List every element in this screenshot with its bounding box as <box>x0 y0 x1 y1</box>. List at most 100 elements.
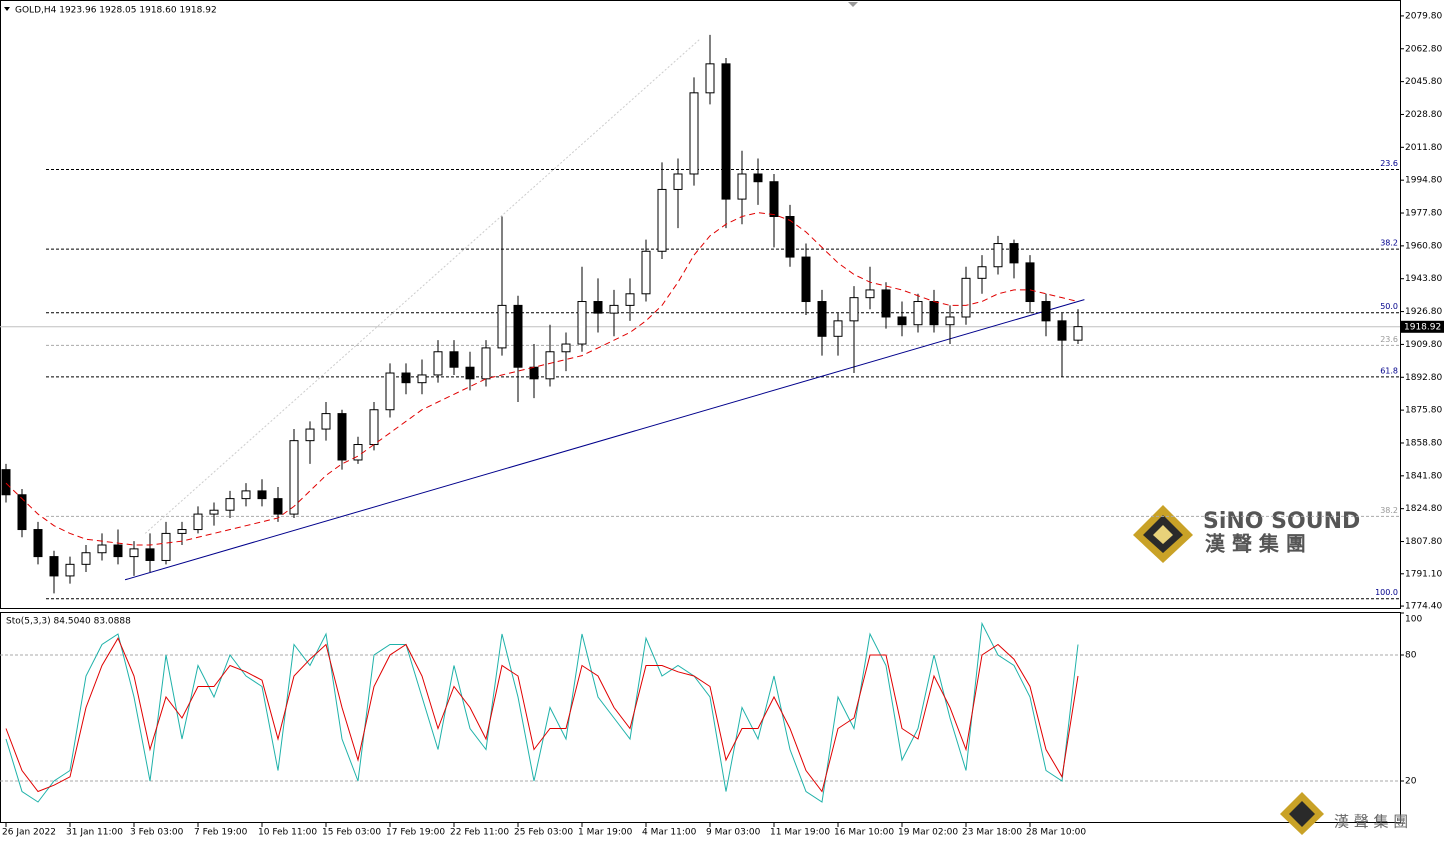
candle-body <box>161 532 171 561</box>
candle-body <box>385 372 395 411</box>
candle-body <box>1057 320 1067 341</box>
candle-body <box>689 92 699 175</box>
candle-body <box>577 301 587 345</box>
candle-body <box>609 304 619 314</box>
y-tick-label: 1943.80 <box>1405 274 1442 284</box>
candle-body <box>225 498 235 511</box>
x-tick-label: 10 Feb 11:00 <box>258 828 317 838</box>
candle-body <box>513 304 523 368</box>
y-tick-label: 2011.80 <box>1405 143 1442 153</box>
candle-body <box>209 509 219 515</box>
candle-body <box>321 413 331 430</box>
logo-name: SiNO SOUND <box>1203 509 1360 534</box>
candle-body <box>897 316 907 326</box>
candle-body <box>865 289 875 299</box>
candle-body <box>753 173 763 183</box>
y-tick-label: 1994.80 <box>1405 176 1442 186</box>
candle-body <box>945 316 955 326</box>
logo-small-text: 漢 聲 集 團 <box>1334 813 1408 831</box>
price-pane <box>0 0 1401 609</box>
y-tick-label: 80 <box>1405 651 1417 661</box>
candle-body <box>353 444 363 461</box>
candle-body <box>49 556 59 577</box>
trendline <box>144 38 701 534</box>
x-tick-label: 7 Feb 19:00 <box>194 828 248 838</box>
y-tick-label: 2062.80 <box>1405 44 1442 54</box>
y-tick-label: 1960.80 <box>1405 241 1442 251</box>
candle-body <box>1 469 11 496</box>
x-tick-label: 19 Mar 02:00 <box>898 828 958 838</box>
y-tick-label: 1858.80 <box>1405 438 1442 448</box>
candle-body <box>785 215 795 258</box>
candle-body <box>977 266 987 279</box>
moving-average <box>5 212 1079 546</box>
x-tick-label: 4 Mar 11:00 <box>642 828 697 838</box>
candle-body <box>97 544 107 554</box>
candle-body <box>401 372 411 384</box>
y-tick-label: 1977.80 <box>1405 209 1442 219</box>
x-tick-label: 25 Feb 03:00 <box>514 828 573 838</box>
candle-body <box>1025 262 1035 303</box>
candle-body <box>113 544 123 558</box>
candle-body <box>993 243 1003 268</box>
candle-body <box>369 409 379 446</box>
candle-body <box>625 293 635 306</box>
candle-body <box>929 301 939 326</box>
x-tick-label: 26 Jan 2022 <box>2 828 56 838</box>
candle-body <box>657 188 667 252</box>
stoch-title: Sto(5,3,3) 84.5040 83.0888 <box>6 617 131 627</box>
candle-body <box>849 297 859 322</box>
candle-body <box>241 490 251 500</box>
fib-label: 23.6 <box>1380 159 1398 168</box>
stoch-line <box>5 637 1079 793</box>
x-tick-label: 17 Feb 19:00 <box>386 828 445 838</box>
logo-chinese: 漢 聲 集 團 <box>1205 532 1306 556</box>
fib-label: 100.0 <box>1375 588 1398 597</box>
candle-body <box>769 181 779 217</box>
logo: SiNO SOUND 漢 聲 集 團 漢 聲 集 團 <box>1133 505 1408 835</box>
y-tick-label: 2028.80 <box>1405 110 1442 120</box>
x-tick-label: 9 Mar 03:00 <box>706 828 761 838</box>
x-tick-label: 22 Feb 11:00 <box>450 828 509 838</box>
candle-body <box>337 413 347 461</box>
x-tick-label: 11 Mar 19:00 <box>770 828 830 838</box>
fib-label: 61.8 <box>1380 366 1398 375</box>
y-tick-label: 1774.40 <box>1405 602 1442 612</box>
y-tick-label: 2079.80 <box>1405 11 1442 21</box>
fib-label: 23.6 <box>1380 335 1398 344</box>
fib-label: 50.0 <box>1380 302 1398 311</box>
logo-small-inner <box>1289 801 1315 827</box>
x-tick-label: 3 Feb 03:00 <box>130 828 184 838</box>
candle-body <box>529 366 539 380</box>
fib-label: 38.2 <box>1380 506 1398 515</box>
candle-body <box>273 498 283 515</box>
stoch-pane <box>0 612 1401 823</box>
candle-body <box>177 529 187 534</box>
candle-body <box>737 173 747 200</box>
x-tick-label: 28 Mar 10:00 <box>1026 828 1086 838</box>
candle-body <box>449 351 459 368</box>
candle-body <box>465 366 475 380</box>
candle-body <box>65 563 75 577</box>
candle-body <box>257 490 267 500</box>
logo-core <box>1153 525 1173 544</box>
y-tick-label: 1875.80 <box>1405 406 1442 416</box>
candle-body <box>417 374 427 384</box>
candle-body <box>33 529 43 558</box>
stoch-line <box>5 621 1079 803</box>
candle-body <box>881 289 891 318</box>
candle-body <box>593 301 603 314</box>
candle-body <box>705 63 715 94</box>
candle-body <box>961 277 971 318</box>
candle-body <box>145 548 155 561</box>
candle-body <box>289 440 299 515</box>
candle-body <box>545 351 555 380</box>
fib-label: 38.2 <box>1380 239 1398 248</box>
candle-body <box>129 548 139 558</box>
candle-body <box>833 320 843 337</box>
x-tick-label: 1 Mar 19:00 <box>578 828 633 838</box>
candle-body <box>1041 301 1051 322</box>
candle-body <box>481 347 491 380</box>
y-tick-label: 1791.10 <box>1405 569 1442 579</box>
